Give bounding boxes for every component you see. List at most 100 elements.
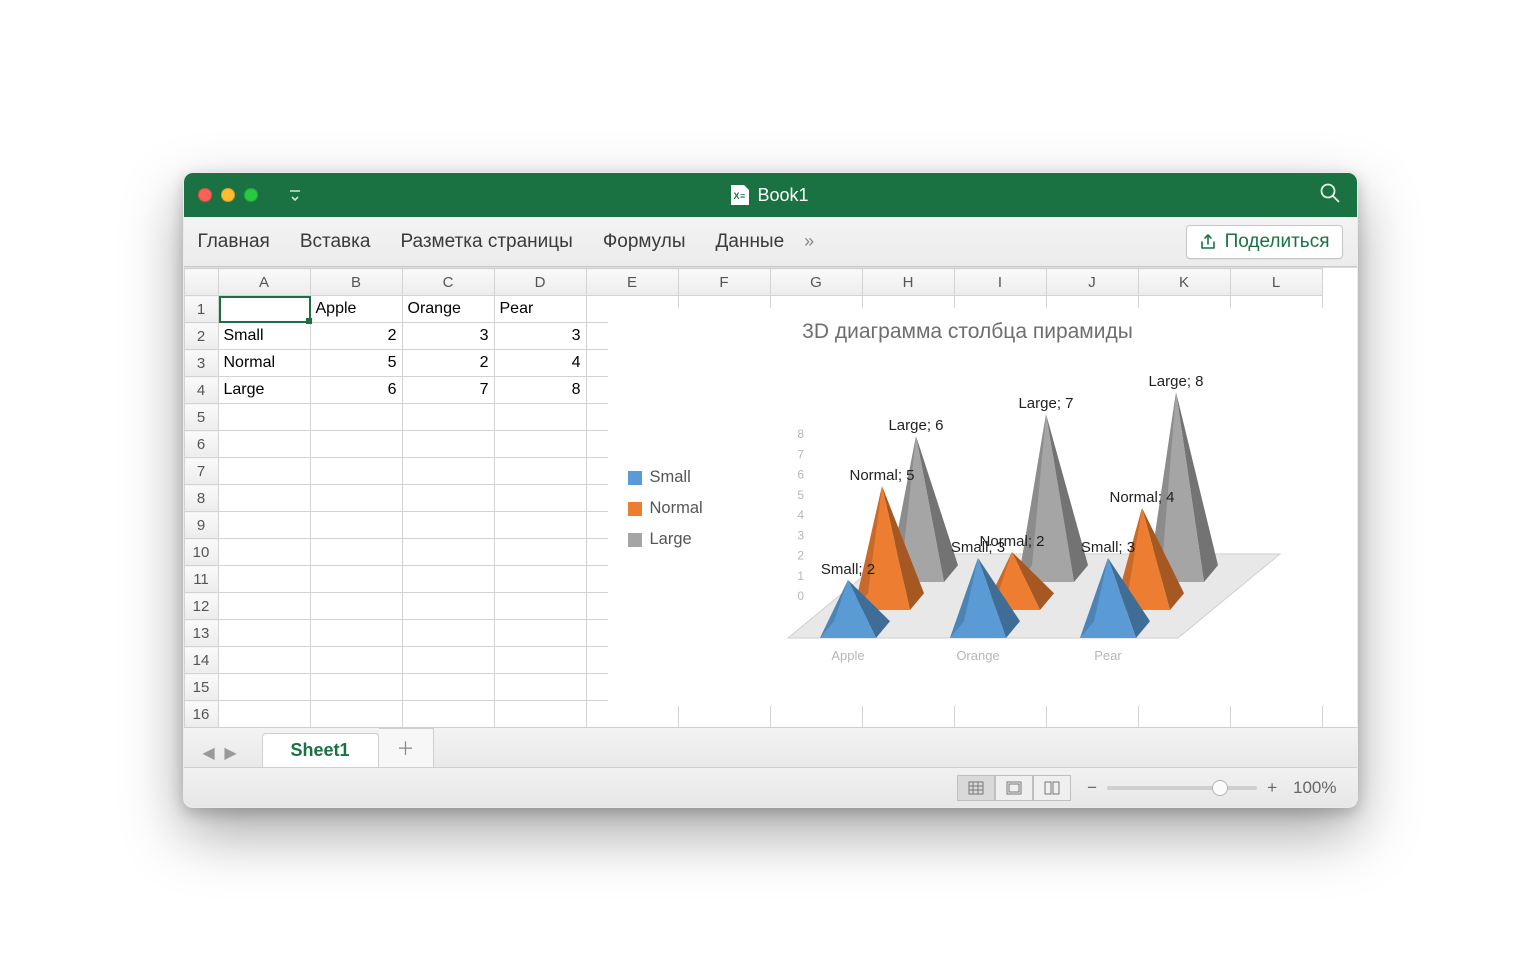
cell[interactable]	[494, 593, 586, 620]
ribbon-overflow-icon[interactable]: »	[804, 231, 814, 252]
cell[interactable]	[218, 539, 310, 566]
col-header[interactable]: H	[862, 269, 954, 296]
cell[interactable]	[402, 647, 494, 674]
cell[interactable]	[218, 404, 310, 431]
cell[interactable]: Orange	[402, 296, 494, 323]
col-header[interactable]: J	[1046, 269, 1138, 296]
cell[interactable]	[310, 566, 402, 593]
cell[interactable]	[402, 620, 494, 647]
cell[interactable]	[402, 593, 494, 620]
cell[interactable]: 2	[310, 323, 402, 350]
row-header[interactable]: 16	[184, 701, 218, 728]
cell[interactable]: 3	[402, 323, 494, 350]
search-icon[interactable]	[1319, 182, 1341, 209]
tab-page-layout[interactable]: Разметка страницы	[400, 231, 572, 253]
row-header[interactable]: 12	[184, 593, 218, 620]
cell[interactable]: 4	[494, 350, 586, 377]
cell[interactable]: Pear	[494, 296, 586, 323]
cell[interactable]	[494, 701, 586, 728]
cell[interactable]	[218, 296, 310, 323]
row-header[interactable]: 6	[184, 431, 218, 458]
cell[interactable]	[402, 539, 494, 566]
cell[interactable]	[218, 512, 310, 539]
col-header[interactable]: C	[402, 269, 494, 296]
add-sheet-button[interactable]: ＋	[379, 728, 434, 767]
cell[interactable]	[494, 485, 586, 512]
cell[interactable]	[494, 512, 586, 539]
sheet-tab-active[interactable]: Sheet1	[262, 733, 379, 767]
col-header[interactable]: A	[218, 269, 310, 296]
cell[interactable]: Large	[218, 377, 310, 404]
cell[interactable]	[494, 404, 586, 431]
col-header[interactable]: K	[1138, 269, 1230, 296]
cell[interactable]	[310, 431, 402, 458]
view-page-break-icon[interactable]	[1033, 775, 1071, 801]
cell[interactable]: Normal	[218, 350, 310, 377]
cell[interactable]	[402, 431, 494, 458]
zoom-icon[interactable]	[244, 188, 258, 202]
cell[interactable]	[310, 593, 402, 620]
tab-insert[interactable]: Вставка	[300, 231, 371, 253]
zoom-slider[interactable]: − +	[1087, 778, 1277, 798]
view-normal-icon[interactable]	[957, 775, 995, 801]
row-header[interactable]: 2	[184, 323, 218, 350]
cell[interactable]	[310, 620, 402, 647]
cell[interactable]	[310, 647, 402, 674]
view-page-layout-icon[interactable]	[995, 775, 1033, 801]
tab-data[interactable]: Данные	[716, 231, 785, 253]
cell[interactable]	[218, 485, 310, 512]
cell[interactable]	[402, 458, 494, 485]
row-header[interactable]: 9	[184, 512, 218, 539]
close-icon[interactable]	[198, 188, 212, 202]
cell[interactable]	[494, 431, 586, 458]
cell[interactable]	[494, 566, 586, 593]
cell[interactable]	[494, 674, 586, 701]
cell[interactable]	[310, 674, 402, 701]
cell[interactable]: 7	[402, 377, 494, 404]
col-header[interactable]: B	[310, 269, 402, 296]
cell[interactable]	[402, 701, 494, 728]
cell[interactable]: 5	[310, 350, 402, 377]
row-header[interactable]: 14	[184, 647, 218, 674]
cell[interactable]	[218, 701, 310, 728]
spreadsheet-grid[interactable]: A B C D E F G H I J K L 1AppleOrangePear…	[184, 267, 1357, 727]
chart-object[interactable]: 3D диаграмма столбца пирамиды Small Norm…	[608, 308, 1328, 706]
row-header[interactable]: 1	[184, 296, 218, 323]
row-header[interactable]: 3	[184, 350, 218, 377]
col-header[interactable]: L	[1230, 269, 1322, 296]
cell[interactable]	[218, 566, 310, 593]
cell[interactable]	[310, 512, 402, 539]
minimize-icon[interactable]	[221, 188, 235, 202]
cell[interactable]	[494, 539, 586, 566]
cell[interactable]	[310, 458, 402, 485]
zoom-out-icon[interactable]: −	[1087, 778, 1097, 798]
cell[interactable]	[218, 593, 310, 620]
zoom-track[interactable]	[1107, 786, 1257, 790]
tab-formulas[interactable]: Формулы	[603, 231, 686, 253]
cell[interactable]	[310, 701, 402, 728]
cell[interactable]	[218, 431, 310, 458]
row-header[interactable]: 15	[184, 674, 218, 701]
cell[interactable]: Small	[218, 323, 310, 350]
cell[interactable]	[310, 539, 402, 566]
cell[interactable]	[310, 404, 402, 431]
row-header[interactable]: 4	[184, 377, 218, 404]
cell[interactable]	[402, 485, 494, 512]
cell[interactable]: Apple	[310, 296, 402, 323]
cell[interactable]: 2	[402, 350, 494, 377]
cell[interactable]	[494, 647, 586, 674]
cell[interactable]	[218, 647, 310, 674]
cell[interactable]	[402, 512, 494, 539]
sheet-nav-next-icon[interactable]: ▶	[220, 739, 242, 767]
cell[interactable]: 8	[494, 377, 586, 404]
cell[interactable]	[494, 458, 586, 485]
zoom-level[interactable]: 100%	[1293, 778, 1336, 798]
col-header[interactable]: E	[586, 269, 678, 296]
cell[interactable]	[402, 404, 494, 431]
tab-home[interactable]: Главная	[198, 231, 270, 253]
select-all-corner[interactable]	[184, 269, 218, 296]
row-header[interactable]: 13	[184, 620, 218, 647]
sheet-nav-prev-icon[interactable]: ◀	[198, 739, 220, 767]
row-header[interactable]: 7	[184, 458, 218, 485]
row-header[interactable]: 10	[184, 539, 218, 566]
